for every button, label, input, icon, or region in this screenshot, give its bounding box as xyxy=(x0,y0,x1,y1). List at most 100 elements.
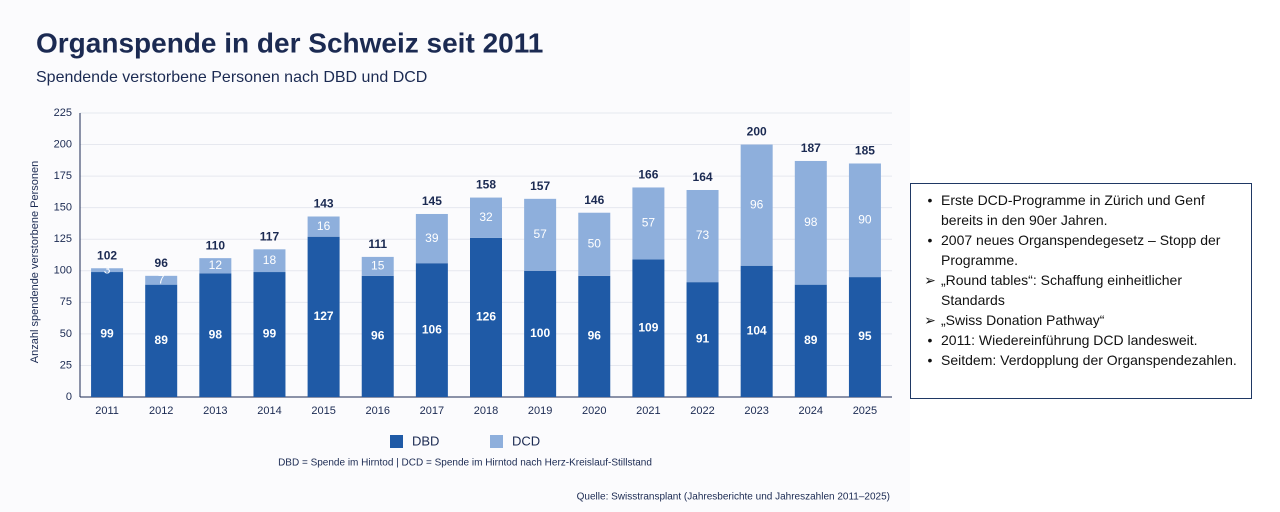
note-text: Seitdem: Verdopplung der Organspendezahl… xyxy=(941,352,1237,368)
note-text: Erste DCD-Programme in Zürich und Genf b… xyxy=(941,192,1205,228)
bar-segment xyxy=(307,236,340,397)
notes-box: • Erste DCD-Programme in Zürich und Genf … xyxy=(910,183,1252,399)
note-text: „Round tables“: Schaffung einheitlicher … xyxy=(941,272,1183,308)
note-bullet: • xyxy=(927,332,933,348)
bar-segment xyxy=(91,268,124,273)
note-bullet: • xyxy=(927,352,933,368)
bar-value-label: 89 xyxy=(804,333,818,347)
x-tick-label: 2020 xyxy=(582,405,606,417)
x-tick-label: 2025 xyxy=(853,405,877,417)
x-tick-label: 2012 xyxy=(149,405,173,417)
bar-segment xyxy=(686,189,719,283)
chart: Organspende in der Schweiz seit 2011 Spe… xyxy=(28,27,892,503)
bar-segment xyxy=(199,273,232,397)
bar-segment xyxy=(145,284,178,397)
total-label: 96 xyxy=(155,256,169,270)
bar-segment xyxy=(794,284,827,397)
bar-value-label: 98 xyxy=(209,327,223,341)
bar-value-label: 18 xyxy=(263,253,277,267)
bar-segment xyxy=(578,212,611,276)
x-tick-label: 2016 xyxy=(365,405,389,417)
x-tick-label: 2017 xyxy=(420,405,444,417)
bar-value-label: 127 xyxy=(314,309,334,323)
bar-segment xyxy=(253,249,286,273)
y-tick-label: 75 xyxy=(60,296,72,308)
bar-value-label: 15 xyxy=(371,259,385,273)
y-tick-label: 100 xyxy=(54,265,72,277)
bar-value-label: 89 xyxy=(155,333,169,347)
bar-segment xyxy=(848,163,881,278)
bar-value-label: 99 xyxy=(100,327,114,341)
note-bullet: • xyxy=(927,192,933,208)
legend-label: DCD xyxy=(512,433,540,448)
bar-segment xyxy=(524,198,557,271)
total-label: 158 xyxy=(476,178,496,192)
x-tick-label: 2022 xyxy=(690,405,714,417)
bar-value-label: 95 xyxy=(858,329,872,343)
bar-value-label: 39 xyxy=(425,231,439,245)
bar-segment xyxy=(415,263,448,397)
y-tick-label: 200 xyxy=(54,138,72,150)
y-tick-label: 125 xyxy=(54,233,72,245)
bar-value-label: 98 xyxy=(804,215,818,229)
bar-value-label: 96 xyxy=(750,197,764,211)
x-tick-label: 2021 xyxy=(636,405,660,417)
bar-segment xyxy=(253,272,286,397)
bar-segment xyxy=(91,272,124,397)
total-label: 146 xyxy=(584,193,604,207)
footnote: DBD = Spende im Hirntod | DCD = Spende i… xyxy=(278,458,652,469)
bar-segment xyxy=(524,270,557,397)
bar-value-label: 3 xyxy=(104,262,111,276)
bar-value-label: 104 xyxy=(747,324,767,338)
total-label: 157 xyxy=(530,179,550,193)
note-item: • Erste DCD-Programme in Zürich und Genf … xyxy=(919,190,1241,230)
bar-value-label: 50 xyxy=(588,236,602,250)
total-label: 187 xyxy=(801,141,821,155)
y-tick-label: 25 xyxy=(60,359,72,371)
legend-swatch xyxy=(490,435,503,448)
total-label: 185 xyxy=(855,144,875,158)
note-item: • 2007 neues Organspendegesetz – Stopp de… xyxy=(919,230,1241,270)
note-text: 2011: Wiedereinführung DCD landesweit. xyxy=(941,332,1198,348)
x-tick-label: 2019 xyxy=(528,405,552,417)
note-item: • 2011: Wiedereinführung DCD landesweit. xyxy=(919,330,1241,350)
note-bullet: ➢ xyxy=(924,312,936,328)
bar-segment xyxy=(199,258,232,274)
y-tick-label: 0 xyxy=(66,391,72,403)
bar-segment xyxy=(632,259,665,397)
y-tick-label: 225 xyxy=(54,107,72,119)
note-bullet: ➢ xyxy=(924,272,936,288)
total-label: 102 xyxy=(97,248,117,262)
total-label: 166 xyxy=(638,168,658,182)
bar-value-label: 126 xyxy=(476,310,496,324)
bar-segment xyxy=(145,275,178,285)
source: Quelle: Swisstransplant (Jahresberichte … xyxy=(577,492,890,503)
bar-segment xyxy=(740,265,773,397)
bar-value-label: 91 xyxy=(696,332,710,346)
total-label: 143 xyxy=(314,197,334,211)
x-tick-label: 2014 xyxy=(257,405,281,417)
note-text: „Swiss Donation Pathway“ xyxy=(941,312,1105,328)
bar-segment xyxy=(794,160,827,285)
x-tick-label: 2011 xyxy=(95,405,119,417)
y-axis-label: Anzahl spendende verstorbene Personen xyxy=(29,161,41,363)
x-tick-label: 2024 xyxy=(799,405,823,417)
x-tick-label: 2018 xyxy=(474,405,498,417)
bar-value-label: 57 xyxy=(642,216,656,230)
bar-segment xyxy=(361,275,394,397)
total-label: 164 xyxy=(693,170,713,184)
bar-segment xyxy=(470,237,502,397)
y-tick-label: 150 xyxy=(54,202,72,214)
note-item: ➢ „Round tables“: Schaffung einheitlicher… xyxy=(919,270,1241,310)
bar-value-label: 96 xyxy=(588,329,602,343)
bar-value-label: 57 xyxy=(533,227,547,241)
bar-value-label: 16 xyxy=(317,219,331,233)
bar-segment xyxy=(470,197,502,238)
chart-title: Organspende in der Schweiz seit 2011 xyxy=(36,27,543,58)
note-bullet: • xyxy=(927,232,933,248)
bar-value-label: 109 xyxy=(638,320,658,334)
legend-label: DBD xyxy=(412,433,439,448)
x-tick-label: 2013 xyxy=(203,405,227,417)
bar-value-label: 7 xyxy=(158,272,165,286)
